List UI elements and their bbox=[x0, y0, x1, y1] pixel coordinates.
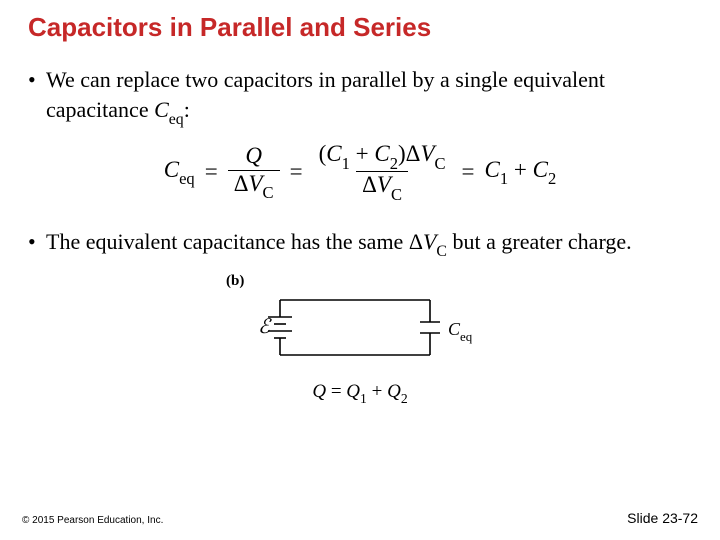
fe-q2: Q bbox=[387, 381, 401, 402]
figure-label: (b) bbox=[226, 273, 244, 290]
eq-sign-1: = bbox=[205, 159, 218, 185]
slide-number: Slide 23-72 bbox=[627, 510, 698, 526]
f2n-close: )Δ bbox=[398, 141, 420, 166]
rhs-s1: 1 bbox=[500, 169, 508, 188]
bullet-dot-2: • bbox=[28, 227, 46, 257]
cap-var: C bbox=[448, 319, 460, 339]
copyright-text: © 2015 Pearson Education, Inc. bbox=[22, 515, 163, 526]
f2d-vs: C bbox=[391, 185, 402, 204]
rhs-s2: 2 bbox=[548, 169, 556, 188]
f2n-plus: + bbox=[350, 141, 374, 166]
eq-f1-den: ΔVC bbox=[228, 170, 280, 200]
b2-post: but a greater charge. bbox=[447, 229, 632, 254]
eq-frac-1: Q ΔVC bbox=[228, 144, 280, 199]
f2n-v: V bbox=[420, 141, 434, 166]
f2n-c2: C bbox=[374, 141, 389, 166]
slide-container: Capacitors in Parallel and Series • We c… bbox=[0, 0, 720, 540]
figure-equation: Q = Q1 + Q2 bbox=[28, 381, 692, 406]
rhs-c1: C bbox=[485, 157, 500, 182]
bullet-dot: • bbox=[28, 65, 46, 95]
fe-s1: 1 bbox=[360, 391, 367, 406]
b1-var: C bbox=[154, 97, 169, 122]
f1d-pre: Δ bbox=[234, 171, 249, 196]
eq-f1-num: Q bbox=[239, 144, 268, 169]
fe-eq: = bbox=[326, 381, 346, 402]
bullet-2: • The equivalent capacitance has the sam… bbox=[28, 227, 692, 261]
eq-lhs: Ceq bbox=[164, 157, 195, 188]
f2n-s1: 1 bbox=[342, 154, 350, 173]
fe-q1: Q bbox=[346, 381, 360, 402]
bullet-2-text: The equivalent capacitance has the same … bbox=[46, 227, 692, 261]
eq-sign-2: = bbox=[290, 159, 303, 185]
eq-lhs-sub: eq bbox=[179, 169, 195, 188]
eq-sign-3: = bbox=[462, 159, 475, 185]
b2-pre: The equivalent capacitance has the same … bbox=[46, 229, 423, 254]
rhs-plus: + bbox=[508, 157, 532, 182]
capacitor-label: Ceq bbox=[448, 319, 472, 344]
b1-post: : bbox=[184, 97, 190, 122]
f1d-sub: C bbox=[263, 183, 274, 202]
eq-f2-num: (C1 + C2)ΔVC bbox=[313, 142, 452, 171]
b1-sub: eq bbox=[169, 111, 184, 128]
eq-frac-2: (C1 + C2)ΔVC ΔVC bbox=[313, 142, 452, 201]
equation-block: Ceq = Q ΔVC = (C1 + C2)ΔVC ΔVC = C1 + C2 bbox=[28, 142, 692, 201]
f2n-vs: C bbox=[435, 154, 446, 173]
f1d-var: V bbox=[248, 171, 262, 196]
fe-s2: 2 bbox=[401, 391, 408, 406]
eq-rhs: C1 + C2 bbox=[485, 157, 557, 188]
bullet-1: • We can replace two capacitors in paral… bbox=[28, 65, 692, 128]
bullet-1-text: We can replace two capacitors in paralle… bbox=[46, 65, 692, 128]
figure-block: (b) bbox=[28, 275, 692, 406]
slide-title: Capacitors in Parallel and Series bbox=[28, 12, 692, 43]
f2d-v: V bbox=[377, 172, 391, 197]
emf-symbol: ℰ bbox=[258, 316, 272, 338]
fe-q: Q bbox=[312, 381, 326, 402]
f2n-c1: C bbox=[326, 141, 341, 166]
b2-var: V bbox=[423, 229, 436, 254]
b2-sub: C bbox=[436, 243, 447, 260]
f2d-pre: Δ bbox=[362, 172, 377, 197]
main-equation: Ceq = Q ΔVC = (C1 + C2)ΔVC ΔVC = C1 + C2 bbox=[164, 142, 557, 201]
b1-pre: We can replace two capacitors in paralle… bbox=[46, 67, 605, 122]
cap-sub: eq bbox=[460, 329, 472, 344]
eq-lhs-var: C bbox=[164, 157, 179, 182]
f2n-s2: 2 bbox=[390, 154, 398, 173]
rhs-c2: C bbox=[533, 157, 548, 182]
fe-plus: + bbox=[367, 381, 387, 402]
eq-f2-den: ΔVC bbox=[356, 171, 408, 201]
